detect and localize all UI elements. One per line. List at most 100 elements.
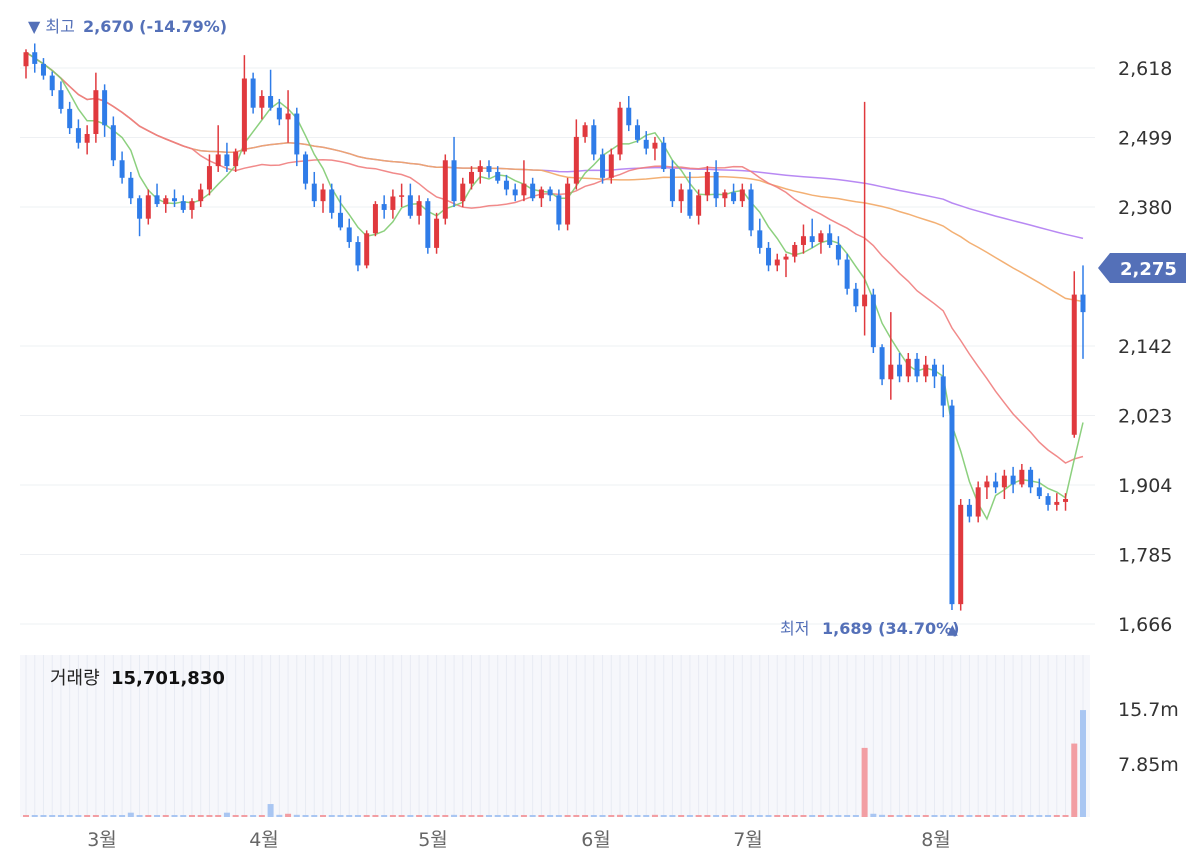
candle-body <box>783 256 789 260</box>
volume-bar <box>844 815 851 817</box>
candle-body <box>547 189 553 196</box>
volume-bar <box>940 815 947 817</box>
candle-body <box>469 171 475 184</box>
ma5-line <box>25 51 1084 521</box>
month-tick-label: 5월 <box>418 829 448 851</box>
candle-body <box>23 52 29 67</box>
candle-body <box>364 233 370 266</box>
volume-bar <box>992 815 999 817</box>
volume-bar <box>241 815 248 817</box>
candle-body <box>792 244 798 257</box>
volume-bar <box>451 814 458 817</box>
volume-bar <box>975 815 982 817</box>
candle-body <box>923 364 929 377</box>
volume-bar <box>564 815 571 817</box>
candle-body <box>739 189 745 202</box>
candle-body <box>119 160 125 178</box>
volume-bar <box>23 815 29 817</box>
volume-bar <box>311 815 318 817</box>
candle-body <box>888 364 894 380</box>
volume-bar <box>40 815 47 817</box>
candle-body <box>844 259 850 289</box>
volume-bar <box>180 815 187 817</box>
volume-bar <box>459 815 466 817</box>
candle-body <box>800 236 806 245</box>
volume-bar <box>75 815 82 817</box>
candle-body <box>355 242 361 266</box>
candle-body <box>477 166 483 172</box>
candle-body <box>215 154 221 167</box>
volume-bar <box>442 815 449 817</box>
price-tick-label: 2,499 <box>1118 128 1172 150</box>
volume-bar <box>765 815 772 817</box>
candle-body <box>687 189 693 216</box>
volume-bar <box>739 815 746 817</box>
candle-body <box>381 204 387 210</box>
candle-body <box>905 358 911 377</box>
month-tick-label: 4월 <box>249 829 279 851</box>
volume-bar <box>31 815 38 817</box>
candle-body <box>870 294 876 348</box>
candle-body <box>1080 294 1086 313</box>
candle-body <box>268 96 274 108</box>
volume-bar <box>354 815 361 817</box>
volume-bar <box>1001 815 1008 817</box>
candle-body <box>626 107 632 126</box>
candle-body <box>582 125 588 137</box>
volume-label: 거래량 <box>50 668 100 689</box>
volume-bar <box>206 815 213 817</box>
candle-body <box>931 364 937 377</box>
volume-bar <box>608 815 615 817</box>
current-price-value: 2,275 <box>1120 259 1177 280</box>
candle-body <box>862 294 868 307</box>
volume-bar <box>101 815 108 817</box>
low-label-prefix: 최저 <box>780 619 809 638</box>
volume-bar <box>512 815 519 817</box>
month-axis: 3월 4월 5월 6월 7월 8월 <box>87 829 951 851</box>
volume-bar <box>398 815 405 817</box>
volume-bar <box>346 815 353 817</box>
candle-body <box>949 405 955 605</box>
volume-bar <box>826 815 833 817</box>
volume-bar <box>215 815 222 817</box>
candle-body <box>940 376 946 406</box>
candle-body <box>966 504 972 517</box>
low-label-value: 1,689 (34.70%) <box>822 619 959 638</box>
candle-body <box>704 171 710 196</box>
high-label-prefix: ▼ 최고 <box>28 17 75 36</box>
volume-bar <box>424 815 431 817</box>
candle-body <box>495 171 501 181</box>
volume-bar <box>922 815 929 817</box>
volume-bar <box>1036 815 1043 817</box>
volume-tick-label: 7.85m <box>1118 754 1179 776</box>
moving-average-lines <box>25 51 1084 521</box>
volume-bar <box>57 815 64 817</box>
volume-bar <box>320 815 327 817</box>
candle-body <box>757 230 763 248</box>
candle-body <box>460 183 466 202</box>
volume-bar <box>171 815 178 817</box>
volume-bar <box>547 815 554 817</box>
candle-body <box>958 504 964 605</box>
candle-body <box>1010 475 1016 485</box>
price-tick-label: 1,785 <box>1118 545 1172 567</box>
candle-body <box>486 166 492 172</box>
volume-bar <box>835 815 842 817</box>
volume-bar <box>407 815 414 817</box>
candle-body <box>233 151 239 167</box>
volume-panel-background <box>20 655 1090 817</box>
volume-bar <box>870 813 877 817</box>
volume-bar <box>503 815 510 817</box>
volume-bar <box>617 814 624 817</box>
volume-bar <box>276 814 283 817</box>
candle-body <box>128 177 134 199</box>
volume-bar <box>931 815 938 817</box>
volume-bar <box>1018 815 1025 817</box>
volume-bar <box>223 812 230 817</box>
volume-bar <box>582 815 589 817</box>
volume-bar <box>852 815 859 817</box>
volume-bar <box>756 815 763 817</box>
volume-bar <box>416 815 423 817</box>
candle-body <box>294 113 300 155</box>
volume-tick-label: 15.7m <box>1118 699 1179 721</box>
